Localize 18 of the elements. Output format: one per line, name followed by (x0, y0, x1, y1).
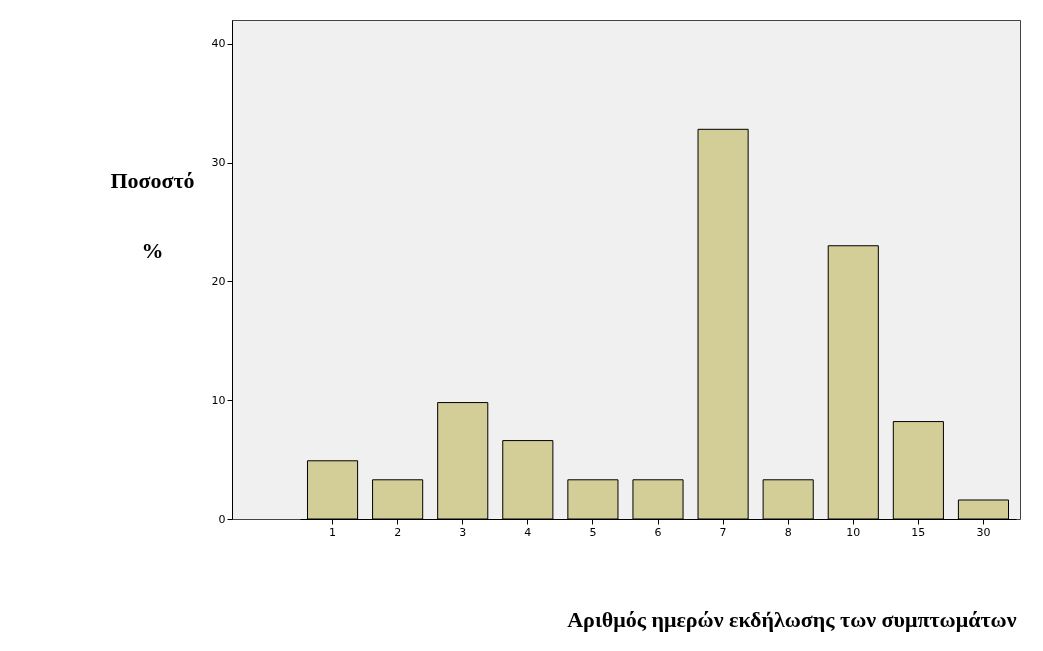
x-tick-label: 30 (976, 525, 991, 539)
y-tick-label: 40 (211, 37, 226, 51)
y-tick-label: 20 (211, 274, 226, 288)
x-tick-label: 10 (846, 525, 861, 539)
x-tick-label: 4 (524, 525, 532, 539)
x-tick-label: 6 (654, 525, 662, 539)
x-tick-label: 1 (329, 525, 337, 539)
x-axis-title: Αριθμός ημερών εκδήλωσης των συμπτωμάτων (567, 606, 1017, 632)
x-tick-label: 7 (719, 525, 727, 539)
y-tick-label: 30 (211, 156, 226, 170)
y-tick-label: 10 (211, 393, 226, 407)
x-tick-label: 5 (589, 525, 597, 539)
x-tick-label: 3 (459, 525, 467, 539)
x-tick-label: 15 (911, 525, 926, 539)
text: Ποσοστό % (110, 167, 195, 263)
x-tick-label: 2 (394, 525, 402, 539)
y-tick-label: 0 (218, 512, 226, 526)
x-tick-label: 8 (784, 525, 792, 539)
